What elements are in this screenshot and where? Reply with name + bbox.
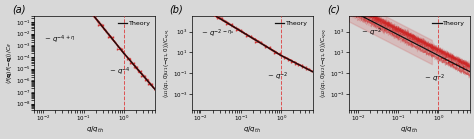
Text: ~ $q^{-2-\eta_u}$: ~ $q^{-2-\eta_u}$ [201,28,234,40]
X-axis label: $q/q_{th}$: $q/q_{th}$ [243,125,261,135]
Legend: Theory: Theory [117,19,152,27]
Text: ~ $q^{-2}$: ~ $q^{-2}$ [361,26,383,39]
X-axis label: $q/q_{th}$: $q/q_{th}$ [401,125,418,135]
Y-axis label: $\langle f(\mathbf{q})f(-\mathbf{q})\rangle/C_{ff}$: $\langle f(\mathbf{q})f(-\mathbf{q})\ran… [4,42,14,84]
Y-axis label: $\langle u_2(q_1,0)u_2(-q_1,0)\rangle/C_{u_2u_2}$: $\langle u_2(q_1,0)u_2(-q_1,0)\rangle/C_… [318,28,329,98]
Text: (a): (a) [12,4,26,14]
Text: ~ $q^{-2}$: ~ $q^{-2}$ [266,71,288,83]
Text: ~ $q^{-4+\eta}$: ~ $q^{-4+\eta}$ [44,34,75,46]
Legend: Theory: Theory [273,19,310,27]
Text: ~ $q^{-4}$: ~ $q^{-4}$ [109,65,131,78]
Text: (c): (c) [327,4,340,14]
X-axis label: $q/q_{th}$: $q/q_{th}$ [86,125,104,135]
Legend: Theory: Theory [431,19,467,27]
Text: ~ $q^{-2}$: ~ $q^{-2}$ [424,73,446,85]
Y-axis label: $\langle u_1(q_1,0)u_1(-q_1,0)\rangle/C_{u_1u_1}$: $\langle u_1(q_1,0)u_1(-q_1,0)\rangle/C_… [161,28,172,98]
Text: (b): (b) [170,4,183,14]
